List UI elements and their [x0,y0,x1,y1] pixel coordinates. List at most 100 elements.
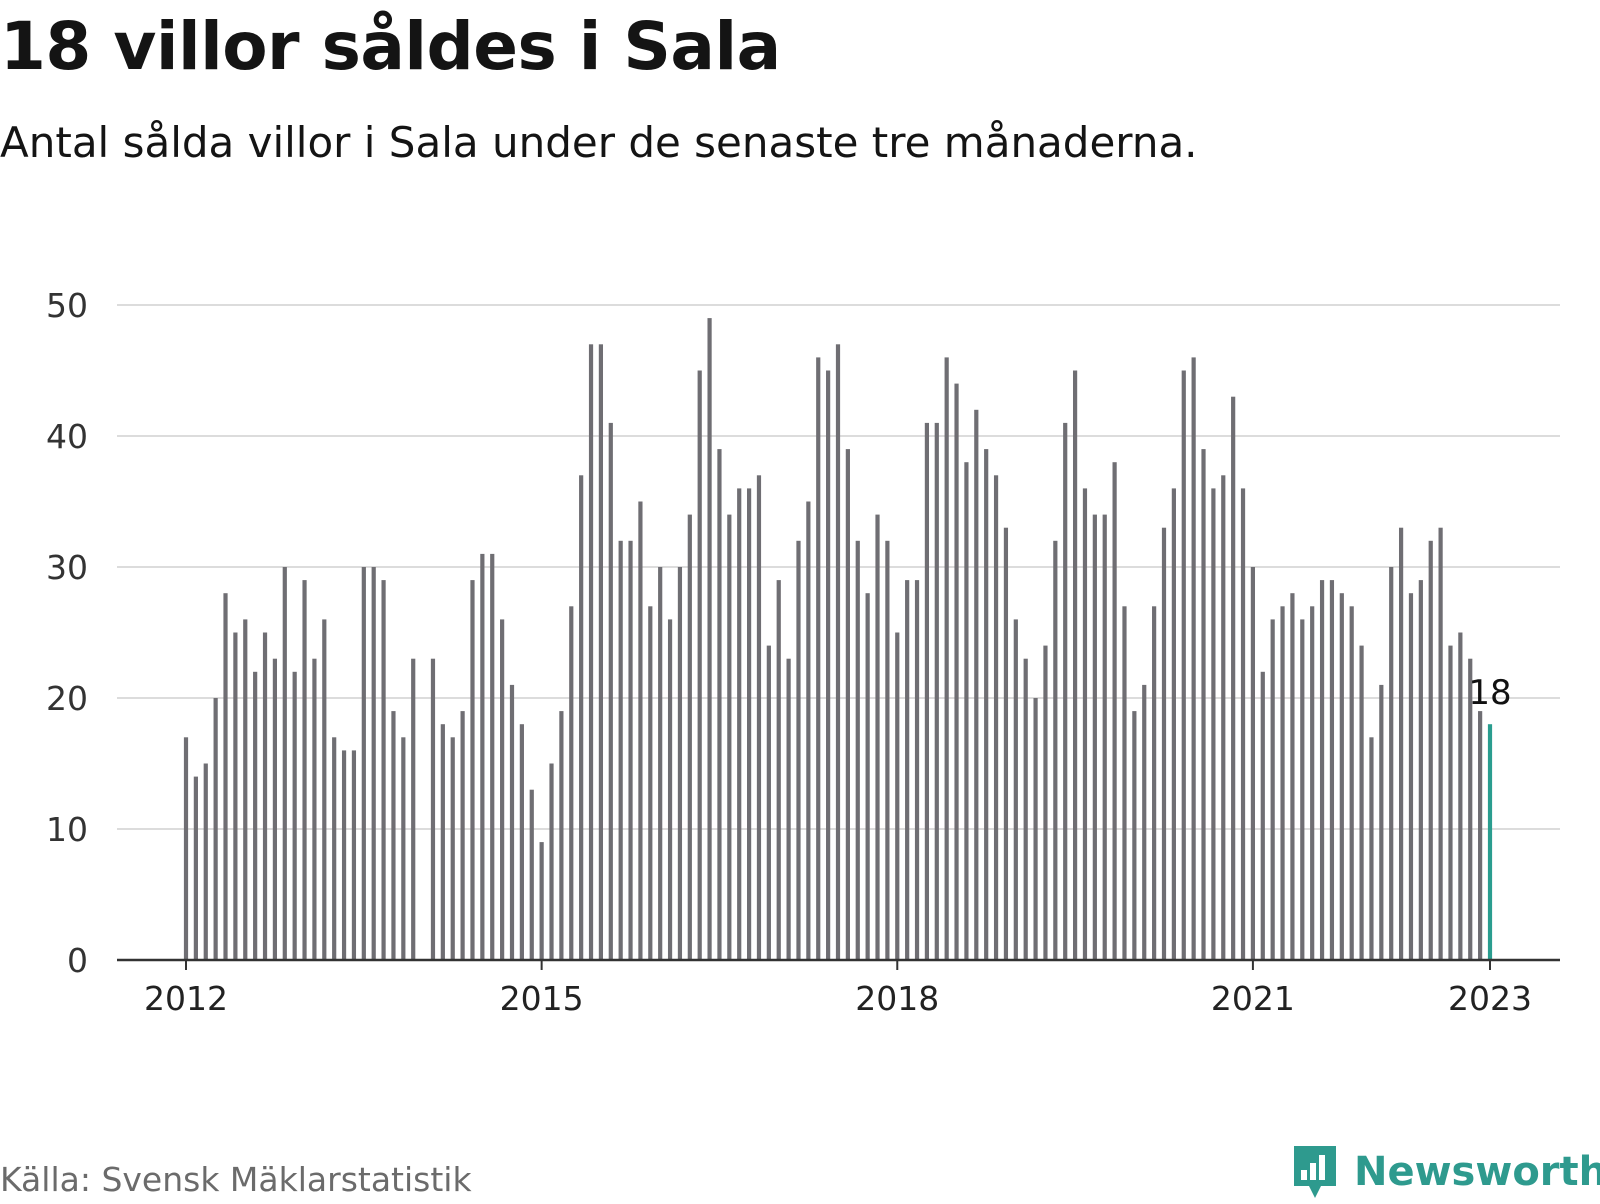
bar [855,540,860,960]
bar [1290,593,1295,960]
bar [243,619,248,960]
bar [569,606,574,960]
bar [796,540,801,960]
bar [826,370,831,960]
bar [1260,671,1265,960]
bar [1458,632,1463,960]
bar [658,567,663,960]
bar [1191,357,1196,960]
bar [371,567,376,960]
bar [588,344,594,960]
bar [1072,370,1078,960]
bar [776,580,781,960]
bar [450,737,455,960]
bar [381,580,386,960]
x-axis-ticks: 2012 2015 2018 2021 2023 [144,960,1532,1018]
bar [914,580,920,960]
bar [806,501,811,960]
bar [608,422,613,960]
y-tick-label: 10 [46,810,88,849]
bar [213,698,218,960]
bar [1240,488,1246,960]
bar [1329,580,1335,960]
bar [233,632,238,960]
bar [1092,514,1097,960]
x-tick-label: 2023 [1448,979,1532,1018]
bar [835,344,841,960]
bar [440,724,445,960]
bar [312,658,317,960]
bar [1122,606,1127,960]
bar [1398,527,1404,960]
bars [183,318,1493,961]
bar [1082,488,1088,960]
bar [1033,698,1038,960]
bar [579,475,584,960]
bar [895,632,900,960]
bar [411,658,416,960]
bar [816,357,821,960]
brand-name: Newsworthy [1354,1149,1600,1195]
y-tick-label: 40 [46,417,88,456]
bar [322,619,327,960]
bar [282,567,287,960]
bar [332,737,337,960]
bar [1369,737,1374,960]
bar [746,488,752,960]
data-labels: 18 [1468,673,1511,713]
bar [1270,619,1275,960]
bar [1389,567,1394,960]
bar [341,750,347,960]
bar [1152,606,1157,960]
bar [875,514,880,960]
bar [1339,593,1344,960]
bar [1359,645,1364,960]
bar [1448,645,1453,960]
bar [1231,396,1236,960]
bar [539,842,544,960]
bar [1181,370,1186,960]
bar [401,737,406,960]
brand-logo[interactable]: Newsworthy [1290,1140,1600,1204]
bar [1063,422,1068,960]
chart-subtitle: Antal sålda villor i Sala under de senas… [0,118,1198,167]
bar [351,750,357,960]
y-tick-label: 0 [67,941,88,980]
x-tick-label: 2021 [1211,979,1295,1018]
bar [1418,580,1423,960]
bar [944,357,949,960]
bar [974,409,979,960]
bar [638,501,643,960]
bar [253,671,258,960]
bar [687,514,692,960]
bar [1349,606,1354,960]
y-tick-label: 20 [46,679,88,718]
bar [460,711,465,960]
bar [786,658,791,960]
bar [223,593,228,960]
bar [391,711,396,960]
bar [934,422,939,960]
bar [1310,606,1315,960]
bar [1250,567,1256,960]
bar [1211,488,1216,960]
bar [905,580,910,960]
bar [1053,540,1058,960]
bar [193,776,198,960]
bar [1171,488,1176,960]
bar [1438,527,1443,960]
bar [1132,711,1137,960]
bar [549,763,554,960]
bar [628,540,633,960]
bar [648,606,653,960]
bar [500,619,505,960]
bar [885,540,890,960]
bar [737,488,742,960]
bar [559,711,564,960]
bar [1003,527,1009,960]
bar [1408,593,1414,960]
bar-chart: 0 10 20 30 40 50 2012 2015 2018 2021 2023 18 [46,286,1560,1018]
bar [667,619,673,960]
bar [272,658,278,960]
bar [1319,580,1325,960]
